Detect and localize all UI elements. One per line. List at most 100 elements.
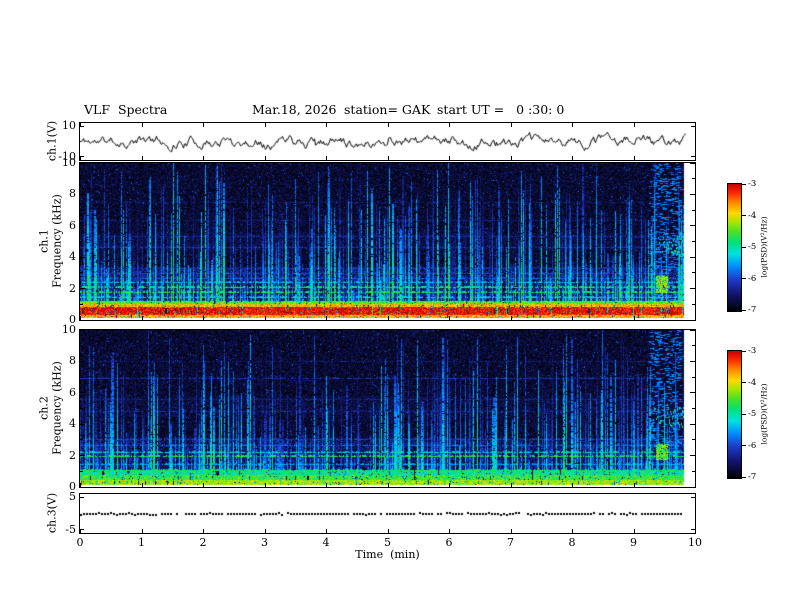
time-tick-label: 5 bbox=[384, 536, 391, 549]
axis-tick bbox=[742, 445, 746, 446]
axis-tick bbox=[80, 319, 85, 321]
freq-axis-label-ch1: Frequency (kHz) bbox=[50, 194, 64, 288]
axis-tick bbox=[387, 156, 389, 160]
axis-tick bbox=[695, 316, 696, 320]
axis-tick bbox=[80, 123, 81, 127]
axis-tick bbox=[742, 350, 746, 352]
axis-tick bbox=[510, 123, 512, 127]
axis-tick bbox=[264, 123, 266, 127]
time-tick-label: 3 bbox=[261, 536, 268, 549]
ch1-spectrogram bbox=[80, 163, 695, 320]
ch3-volt-tick-label: -5 bbox=[65, 522, 76, 536]
axis-tick bbox=[742, 246, 746, 248]
axis-tick bbox=[326, 529, 327, 533]
axis-tick bbox=[141, 316, 143, 320]
axis-tick bbox=[690, 360, 695, 362]
start-ut-label: start UT = 0 :30: 0 bbox=[437, 102, 565, 117]
axis-tick bbox=[572, 156, 573, 160]
axis-tick bbox=[742, 476, 746, 478]
axis-tick bbox=[80, 303, 83, 305]
axis-tick bbox=[695, 123, 696, 127]
axis-tick bbox=[80, 483, 81, 487]
axis-tick bbox=[80, 272, 83, 274]
ch1-voltage-panel bbox=[79, 122, 696, 161]
axis-tick bbox=[633, 529, 635, 533]
axis-tick bbox=[742, 309, 746, 311]
freq-tick-label: 8 bbox=[69, 187, 76, 201]
time-tick-label: 1 bbox=[138, 536, 145, 549]
axis-tick bbox=[449, 316, 450, 320]
axis-tick bbox=[264, 156, 266, 160]
axis-tick bbox=[690, 392, 695, 394]
axis-tick bbox=[742, 215, 746, 216]
axis-tick bbox=[690, 225, 695, 227]
axis-tick bbox=[80, 156, 81, 160]
axis-tick bbox=[510, 529, 512, 533]
time-tick-label: 0 bbox=[76, 536, 84, 549]
axis-tick bbox=[80, 439, 83, 441]
axis-tick bbox=[326, 483, 327, 487]
axis-tick bbox=[80, 316, 81, 320]
axis-tick bbox=[695, 483, 696, 487]
axis-tick bbox=[141, 529, 143, 533]
axis-tick bbox=[80, 376, 83, 378]
axis-tick bbox=[264, 483, 266, 487]
axis-tick bbox=[80, 156, 84, 158]
axis-tick bbox=[326, 156, 327, 160]
colorbar-tick-label: -4 bbox=[748, 210, 757, 221]
axis-tick bbox=[80, 423, 85, 425]
axis-tick bbox=[572, 529, 573, 533]
axis-tick bbox=[510, 156, 512, 160]
ch1-spectrogram-panel bbox=[79, 162, 696, 321]
colorbar-gradient bbox=[728, 184, 741, 311]
axis-tick bbox=[141, 483, 143, 487]
colorbar-tick-label: -6 bbox=[748, 273, 757, 284]
axis-tick bbox=[80, 529, 84, 531]
colorbar-ch2 bbox=[727, 350, 742, 479]
axis-tick bbox=[692, 303, 695, 305]
axis-tick bbox=[387, 529, 389, 533]
axis-tick bbox=[203, 316, 204, 320]
axis-tick bbox=[203, 156, 204, 160]
axis-tick bbox=[742, 183, 746, 185]
freq-tick-label: 6 bbox=[69, 218, 76, 232]
date-label: Mar.18, 2026 bbox=[252, 102, 337, 117]
axis-tick bbox=[449, 156, 450, 160]
axis-tick bbox=[691, 125, 695, 127]
colorbar-tick-label: -5 bbox=[748, 242, 757, 252]
freq-axis-label-ch2: Frequency (kHz) bbox=[50, 361, 64, 455]
ch1-voltage-waveform bbox=[80, 123, 695, 160]
axis-tick bbox=[692, 241, 695, 242]
colorbar-tick-label: -6 bbox=[748, 440, 757, 451]
ch1-volt-tick-label: 10 bbox=[62, 119, 76, 133]
ch2-spectrogram bbox=[80, 330, 695, 487]
axis-tick bbox=[690, 455, 695, 457]
axis-tick bbox=[203, 483, 204, 487]
axis-tick bbox=[80, 529, 81, 533]
axis-tick bbox=[690, 319, 695, 321]
axis-tick bbox=[692, 408, 695, 409]
axis-tick bbox=[742, 382, 746, 383]
axis-tick bbox=[264, 529, 266, 533]
time-tick-label: 8 bbox=[568, 536, 576, 549]
ch2-spectrogram-panel bbox=[79, 329, 696, 488]
axis-tick bbox=[510, 483, 512, 487]
axis-tick bbox=[695, 156, 696, 160]
freq-tick-label: 4 bbox=[69, 417, 76, 431]
axis-tick bbox=[326, 123, 327, 127]
axis-tick bbox=[80, 225, 85, 227]
axis-tick bbox=[633, 123, 635, 127]
axis-tick bbox=[510, 316, 512, 320]
axis-tick bbox=[387, 316, 389, 320]
time-tick-label: 6 bbox=[445, 536, 453, 549]
axis-tick bbox=[387, 123, 389, 127]
axis-tick bbox=[80, 288, 85, 290]
axis-tick bbox=[80, 345, 83, 347]
axis-tick bbox=[692, 272, 695, 274]
axis-tick bbox=[80, 486, 85, 488]
station-label: station= GAK bbox=[344, 102, 431, 117]
axis-tick bbox=[572, 483, 573, 487]
axis-tick bbox=[203, 529, 204, 533]
axis-tick bbox=[690, 288, 695, 290]
